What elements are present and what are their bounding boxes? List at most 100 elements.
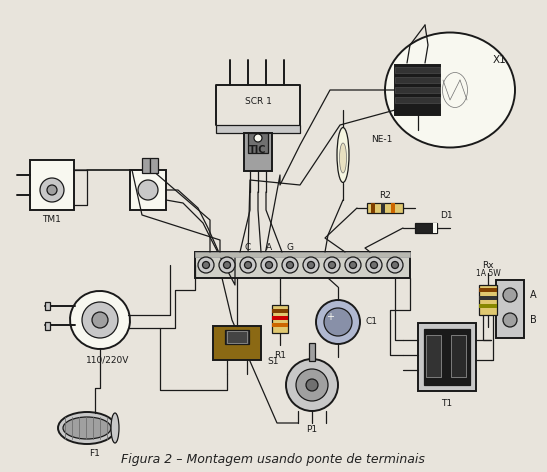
Text: X1: X1 xyxy=(493,55,507,65)
Bar xyxy=(395,87,440,93)
Text: A: A xyxy=(266,243,272,252)
Circle shape xyxy=(503,288,517,302)
Bar xyxy=(433,223,437,233)
Circle shape xyxy=(392,261,399,269)
Bar xyxy=(415,223,437,233)
Circle shape xyxy=(324,308,352,336)
Circle shape xyxy=(350,261,357,269)
Bar xyxy=(227,331,247,343)
Text: S1: S1 xyxy=(267,357,278,366)
Circle shape xyxy=(261,257,277,273)
Bar xyxy=(272,309,288,313)
Circle shape xyxy=(245,261,252,269)
Text: Figura 2 – Montagem usando ponte de terminais: Figura 2 – Montagem usando ponte de term… xyxy=(121,453,425,466)
Ellipse shape xyxy=(63,417,111,439)
Bar xyxy=(195,252,410,257)
Bar xyxy=(150,158,158,173)
Bar xyxy=(225,330,249,344)
Bar xyxy=(244,133,272,171)
Bar xyxy=(395,97,440,103)
Bar xyxy=(395,77,440,83)
Circle shape xyxy=(219,257,235,273)
Ellipse shape xyxy=(70,291,130,349)
Text: R1: R1 xyxy=(274,351,286,360)
Circle shape xyxy=(307,261,315,269)
Circle shape xyxy=(503,313,517,327)
Bar xyxy=(424,329,470,385)
Bar xyxy=(248,133,268,153)
Bar xyxy=(451,335,466,377)
Text: TIC: TIC xyxy=(249,145,267,155)
Text: Rx: Rx xyxy=(482,261,494,270)
Bar xyxy=(381,203,385,213)
Bar xyxy=(367,203,403,213)
Text: P1: P1 xyxy=(306,425,318,435)
Ellipse shape xyxy=(58,412,116,444)
Bar xyxy=(418,323,476,391)
Circle shape xyxy=(47,185,57,195)
Text: F1: F1 xyxy=(90,448,101,457)
Bar xyxy=(479,288,497,292)
Circle shape xyxy=(40,178,64,202)
Text: A: A xyxy=(530,290,537,300)
Circle shape xyxy=(387,257,403,273)
Text: SCR 1: SCR 1 xyxy=(245,98,271,107)
Bar xyxy=(479,304,497,308)
Bar xyxy=(45,322,50,330)
Circle shape xyxy=(306,379,318,391)
Circle shape xyxy=(287,261,294,269)
Text: R2: R2 xyxy=(379,192,391,201)
Bar xyxy=(142,158,150,173)
Bar xyxy=(371,203,375,213)
Circle shape xyxy=(296,369,328,401)
Circle shape xyxy=(240,257,256,273)
Circle shape xyxy=(198,257,214,273)
Text: NE-1: NE-1 xyxy=(371,135,392,144)
Ellipse shape xyxy=(340,143,346,173)
Text: B: B xyxy=(530,315,537,325)
Bar xyxy=(45,302,50,310)
Bar xyxy=(426,335,441,377)
Bar xyxy=(479,296,497,300)
Circle shape xyxy=(345,257,361,273)
Text: G: G xyxy=(287,243,294,252)
Bar xyxy=(130,170,166,210)
Circle shape xyxy=(324,257,340,273)
Bar xyxy=(216,125,300,133)
Bar xyxy=(395,65,440,115)
Bar xyxy=(195,252,410,278)
Ellipse shape xyxy=(111,413,119,443)
Text: +: + xyxy=(326,312,334,322)
Circle shape xyxy=(370,261,377,269)
Circle shape xyxy=(366,257,382,273)
Text: 110/220V: 110/220V xyxy=(86,355,130,364)
Bar xyxy=(391,203,395,213)
Circle shape xyxy=(303,257,319,273)
Circle shape xyxy=(92,312,108,328)
Bar xyxy=(30,160,74,210)
Bar xyxy=(309,343,315,361)
Bar xyxy=(272,316,288,320)
Bar xyxy=(272,323,288,327)
Bar xyxy=(213,326,261,360)
Text: D1: D1 xyxy=(440,211,452,220)
Text: 1A 5W: 1A 5W xyxy=(476,269,501,278)
Bar xyxy=(496,280,524,338)
Text: TM1: TM1 xyxy=(43,216,61,225)
Bar xyxy=(272,305,288,333)
Circle shape xyxy=(224,261,230,269)
Text: T1: T1 xyxy=(441,398,452,407)
Circle shape xyxy=(265,261,272,269)
Text: C1: C1 xyxy=(365,318,377,327)
Ellipse shape xyxy=(385,33,515,147)
Circle shape xyxy=(82,302,118,338)
Bar xyxy=(479,285,497,315)
Circle shape xyxy=(329,261,335,269)
Ellipse shape xyxy=(337,127,349,183)
Bar xyxy=(395,67,440,73)
Circle shape xyxy=(316,300,360,344)
Text: C: C xyxy=(245,243,251,252)
Circle shape xyxy=(254,134,262,142)
Circle shape xyxy=(282,257,298,273)
Circle shape xyxy=(202,261,210,269)
